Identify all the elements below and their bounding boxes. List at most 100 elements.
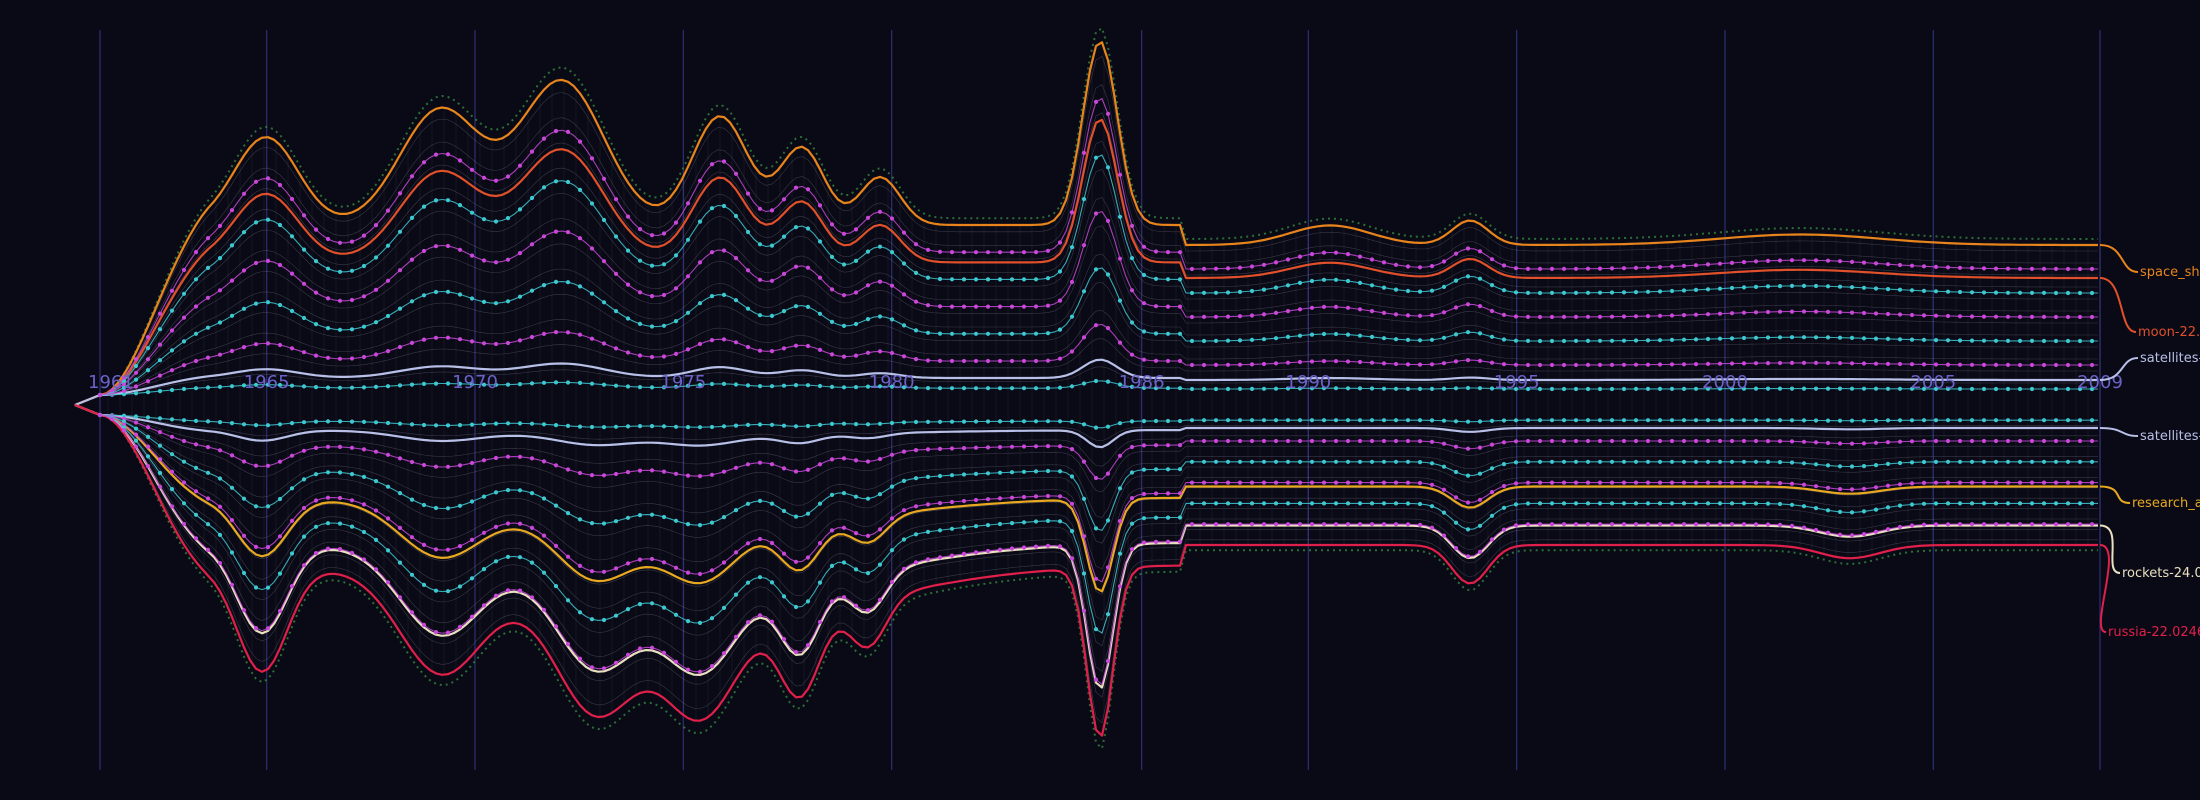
data-dot [649, 324, 655, 329]
data-dot [1945, 459, 1951, 464]
data-dot [1597, 362, 1603, 367]
data-dot [1741, 310, 1747, 315]
data-dot [829, 352, 835, 357]
data-dot [1525, 418, 1531, 423]
data-dot [1969, 459, 1975, 464]
data-dot [1453, 419, 1459, 424]
data-dot [2005, 362, 2011, 367]
data-dot [193, 386, 199, 391]
data-dot [1273, 386, 1279, 391]
data-dot [517, 294, 523, 299]
data-dot [637, 602, 643, 607]
data-dot [1477, 549, 1483, 555]
data-dot [229, 550, 235, 555]
data-dot [289, 196, 295, 202]
data-dot [193, 304, 199, 309]
data-dot [673, 659, 679, 664]
data-dot [2041, 480, 2047, 485]
data-dot [553, 330, 559, 335]
data-dot [1057, 385, 1063, 390]
data-dot [1669, 362, 1675, 367]
data-dot [1045, 386, 1051, 391]
data-dot [817, 619, 823, 625]
data-dot [1153, 491, 1159, 496]
data-dot [181, 267, 187, 273]
data-dot [1837, 441, 1843, 446]
data-dot [901, 323, 907, 328]
data-dot [1393, 522, 1399, 527]
data-dot [505, 174, 511, 179]
data-dot [1981, 314, 1987, 319]
data-dot [661, 354, 667, 359]
data-dot [889, 452, 895, 457]
data-dot [865, 459, 871, 464]
data-dot [169, 368, 175, 373]
data-dot [613, 197, 619, 202]
data-dot [901, 230, 907, 235]
data-dot [1165, 386, 1171, 391]
data-dot [1069, 501, 1075, 506]
data-dot [1345, 480, 1351, 485]
data-dot [913, 476, 919, 481]
year-tick-label: 1995 [1494, 372, 1540, 393]
data-dot [901, 508, 907, 513]
data-dot [1885, 505, 1891, 510]
data-dot [1789, 309, 1795, 314]
data-dot [985, 250, 991, 255]
data-dot [961, 472, 967, 477]
data-dot [1009, 444, 1015, 449]
data-dot [1825, 335, 1831, 340]
data-dot [613, 660, 619, 666]
data-dot [661, 231, 667, 236]
data-dot [1045, 276, 1051, 281]
data-dot [1789, 502, 1795, 507]
data-dot [253, 544, 259, 550]
data-dot [913, 328, 919, 333]
data-dot [289, 421, 295, 426]
data-dot [289, 234, 295, 239]
data-dot [2005, 522, 2011, 527]
data-dot [121, 378, 127, 383]
data-dot [1129, 223, 1135, 228]
data-dot [1225, 480, 1231, 485]
data-dot [2053, 338, 2059, 344]
data-dot [2077, 362, 2083, 368]
data-dot [1093, 526, 1099, 531]
data-dot [1057, 469, 1063, 474]
data-dot [157, 443, 163, 448]
data-dot [1201, 480, 1207, 485]
data-dot [409, 215, 415, 220]
data-dot [157, 416, 163, 421]
data-dot [241, 422, 247, 427]
data-dot [1633, 290, 1639, 295]
series-line-moon [74, 118, 2098, 407]
data-dot [2089, 362, 2095, 368]
data-dot [2065, 362, 2071, 368]
data-dot [697, 474, 703, 479]
data-dot [1309, 252, 1315, 257]
data-dot [1441, 284, 1447, 289]
data-dot [961, 498, 967, 504]
data-dot [649, 233, 655, 238]
data-dot [1333, 331, 1339, 337]
data-dot [1969, 314, 1975, 319]
data-dot [361, 419, 367, 424]
data-dot [997, 419, 1003, 424]
data-dot [337, 356, 343, 361]
data-dot [961, 277, 967, 282]
data-dot [733, 298, 739, 303]
data-dot [973, 304, 979, 309]
data-dot [745, 501, 751, 506]
data-dot [1249, 386, 1255, 391]
data-dot [1045, 518, 1051, 524]
data-dot [157, 457, 163, 462]
data-dot [133, 357, 139, 362]
inner-line [74, 253, 2098, 406]
data-dot [1933, 418, 1939, 423]
data-dot [1033, 444, 1039, 449]
data-dot [1849, 418, 1855, 423]
data-dot [577, 470, 583, 476]
data-dot [253, 423, 259, 428]
data-dot [2077, 338, 2083, 344]
data-dot [1105, 165, 1111, 170]
